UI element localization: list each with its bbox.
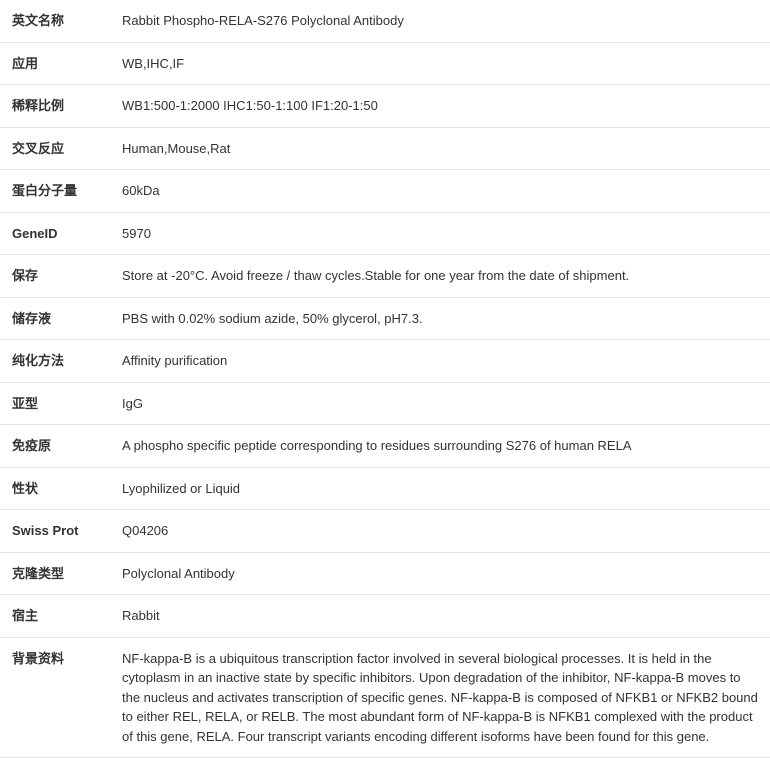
spec-value: Store at -20°C. Avoid freeze / thaw cycl… [110,255,770,298]
spec-label: 蛋白分子量 [0,170,110,213]
product-spec-table: 英文名称Rabbit Phospho-RELA-S276 Polyclonal … [0,0,770,758]
spec-value: Human,Mouse,Rat [110,127,770,170]
spec-value: Lyophilized or Liquid [110,467,770,510]
spec-label: 背景资料 [0,637,110,758]
spec-label: GeneID [0,212,110,255]
spec-label: 稀释比例 [0,85,110,128]
spec-value: WB1:500-1:2000 IHC1:50-1:100 IF1:20-1:50 [110,85,770,128]
spec-row: 稀释比例WB1:500-1:2000 IHC1:50-1:100 IF1:20-… [0,85,770,128]
spec-label: 纯化方法 [0,340,110,383]
spec-label: 储存液 [0,297,110,340]
spec-value: IgG [110,382,770,425]
spec-label: Swiss Prot [0,510,110,553]
spec-row: 亚型IgG [0,382,770,425]
spec-label: 亚型 [0,382,110,425]
spec-value: A phospho specific peptide corresponding… [110,425,770,468]
spec-row: 宿主Rabbit [0,595,770,638]
spec-label: 宿主 [0,595,110,638]
spec-row: 背景资料NF-kappa-B is a ubiquitous transcrip… [0,637,770,758]
spec-label: 克隆类型 [0,552,110,595]
spec-row: 克隆类型Polyclonal Antibody [0,552,770,595]
spec-table-body: 英文名称Rabbit Phospho-RELA-S276 Polyclonal … [0,0,770,758]
spec-row: 蛋白分子量60kDa [0,170,770,213]
spec-label: 免疫原 [0,425,110,468]
spec-value: Polyclonal Antibody [110,552,770,595]
spec-value: Affinity purification [110,340,770,383]
spec-value: WB,IHC,IF [110,42,770,85]
spec-value: PBS with 0.02% sodium azide, 50% glycero… [110,297,770,340]
spec-label: 交叉反应 [0,127,110,170]
spec-row: GeneID5970 [0,212,770,255]
spec-value: NF-kappa-B is a ubiquitous transcription… [110,637,770,758]
spec-value: 60kDa [110,170,770,213]
spec-row: 交叉反应Human,Mouse,Rat [0,127,770,170]
spec-label: 性状 [0,467,110,510]
spec-row: 性状Lyophilized or Liquid [0,467,770,510]
spec-value: Q04206 [110,510,770,553]
spec-value: Rabbit [110,595,770,638]
spec-label: 保存 [0,255,110,298]
spec-row: 纯化方法Affinity purification [0,340,770,383]
spec-label: 英文名称 [0,0,110,42]
spec-row: Swiss ProtQ04206 [0,510,770,553]
spec-value: 5970 [110,212,770,255]
spec-row: 免疫原A phospho specific peptide correspond… [0,425,770,468]
spec-row: 应用WB,IHC,IF [0,42,770,85]
spec-row: 英文名称Rabbit Phospho-RELA-S276 Polyclonal … [0,0,770,42]
spec-row: 保存Store at -20°C. Avoid freeze / thaw cy… [0,255,770,298]
spec-row: 储存液PBS with 0.02% sodium azide, 50% glyc… [0,297,770,340]
spec-value: Rabbit Phospho-RELA-S276 Polyclonal Anti… [110,0,770,42]
spec-label: 应用 [0,42,110,85]
